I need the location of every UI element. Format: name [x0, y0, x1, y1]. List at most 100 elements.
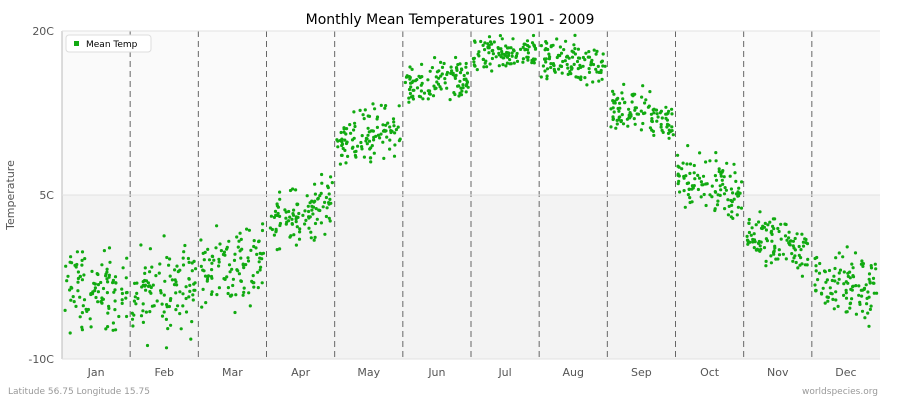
- data-point: [422, 91, 427, 95]
- data-point: [461, 83, 465, 87]
- data-point: [661, 130, 665, 134]
- data-point: [655, 119, 659, 123]
- data-point: [186, 256, 190, 261]
- data-point: [617, 118, 621, 122]
- data-point: [636, 112, 641, 116]
- x-tick-label: Jun: [427, 366, 445, 379]
- data-point: [210, 268, 214, 272]
- data-point: [641, 84, 645, 88]
- data-point: [483, 41, 487, 45]
- data-point: [120, 287, 124, 291]
- data-point: [105, 291, 109, 295]
- data-point: [630, 100, 634, 104]
- data-point: [130, 317, 135, 321]
- data-point: [751, 240, 755, 244]
- data-point: [747, 221, 751, 225]
- data-point: [532, 43, 536, 47]
- data-point: [329, 201, 333, 205]
- data-point: [854, 284, 858, 288]
- data-point: [873, 262, 877, 266]
- data-point: [389, 130, 393, 135]
- data-point: [257, 260, 261, 264]
- data-point: [487, 35, 492, 39]
- data-point: [544, 47, 548, 51]
- data-point: [735, 213, 739, 217]
- data-point: [585, 83, 589, 87]
- data-point: [603, 64, 607, 68]
- data-point: [106, 325, 110, 329]
- data-point: [362, 155, 366, 159]
- data-point: [545, 77, 549, 81]
- data-point: [790, 252, 794, 256]
- data-point: [164, 317, 168, 321]
- data-point: [379, 132, 383, 136]
- data-point: [164, 346, 169, 350]
- data-point: [788, 243, 792, 247]
- data-point: [713, 190, 717, 194]
- data-point: [794, 260, 798, 265]
- data-point: [80, 325, 84, 329]
- data-point: [258, 268, 262, 272]
- data-point: [683, 205, 687, 209]
- data-point: [690, 184, 695, 188]
- data-point: [734, 179, 738, 183]
- data-point: [833, 266, 837, 271]
- data-point: [344, 141, 349, 146]
- data-point: [820, 292, 824, 296]
- data-point: [125, 256, 129, 260]
- data-point: [667, 136, 671, 140]
- data-point: [298, 230, 302, 234]
- data-point: [494, 55, 498, 59]
- data-point: [392, 154, 397, 158]
- data-point: [813, 283, 817, 287]
- data-point: [611, 106, 615, 110]
- data-point: [512, 61, 516, 65]
- data-point: [143, 278, 147, 283]
- data-point: [487, 46, 491, 50]
- data-point: [226, 291, 230, 296]
- data-point: [462, 73, 466, 78]
- data-point: [415, 86, 420, 90]
- data-point: [521, 45, 525, 50]
- data-point: [639, 109, 643, 113]
- data-point: [294, 243, 298, 247]
- data-point: [411, 88, 415, 92]
- data-point: [187, 295, 191, 299]
- data-point: [419, 89, 423, 93]
- data-point: [701, 183, 705, 187]
- data-point: [722, 175, 726, 179]
- data-point: [227, 263, 232, 267]
- data-point: [526, 43, 530, 48]
- data-point: [591, 62, 596, 67]
- data-point: [184, 310, 189, 314]
- data-point: [814, 288, 818, 293]
- data-point: [714, 178, 719, 182]
- data-point: [120, 291, 124, 296]
- data-point: [383, 129, 387, 133]
- data-point: [236, 245, 240, 249]
- data-point: [396, 125, 400, 129]
- data-point: [652, 107, 656, 111]
- data-point: [436, 82, 441, 86]
- data-point: [828, 286, 832, 290]
- data-point: [433, 87, 437, 91]
- data-point: [515, 51, 519, 56]
- data-point: [76, 280, 80, 284]
- data-point: [437, 76, 441, 80]
- data-point: [549, 45, 553, 49]
- data-point: [365, 142, 369, 146]
- data-point: [149, 285, 153, 290]
- data-point: [757, 220, 761, 224]
- data-point: [544, 60, 548, 64]
- legend-label: Mean Temp: [86, 40, 138, 50]
- data-point: [376, 133, 380, 137]
- data-point: [215, 224, 219, 228]
- data-point: [294, 215, 298, 219]
- data-point: [490, 69, 494, 73]
- data-point: [850, 297, 854, 301]
- data-point: [283, 208, 287, 212]
- data-point: [251, 274, 255, 278]
- data-point: [747, 230, 752, 235]
- data-point: [864, 283, 868, 287]
- data-point: [392, 124, 396, 128]
